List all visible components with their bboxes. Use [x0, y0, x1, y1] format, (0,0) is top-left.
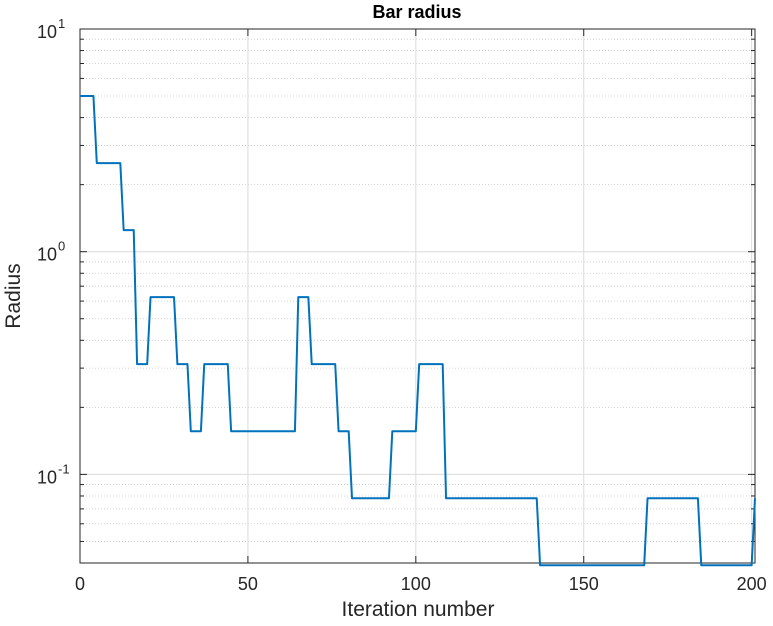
y-tick-label: 10 — [37, 245, 57, 265]
x-tick-label: 100 — [401, 574, 431, 594]
x-axis-label: Iteration number — [342, 598, 495, 621]
series — [80, 95, 756, 567]
y-tick-label: 10 — [37, 467, 57, 487]
y-tick-label-exponent: 0 — [58, 239, 65, 254]
radius-series-line — [80, 95, 756, 567]
y-axis-label: Radius — [2, 263, 25, 328]
y-tick-label-exponent: 1 — [58, 16, 65, 31]
y-tick-label: 10 — [37, 22, 57, 42]
y-tick-label-exponent: -1 — [58, 461, 70, 476]
x-tick-label: 0 — [75, 574, 85, 594]
tick-labels: 10 -110 010 10 50 100 150 200 — [37, 16, 767, 594]
grid — [80, 29, 755, 563]
x-tick-label: 200 — [737, 574, 767, 594]
x-tick-label: 50 — [238, 574, 258, 594]
x-tick-label: 150 — [569, 574, 599, 594]
chart-title: Bar radius — [372, 2, 461, 22]
axis-ticks — [79, 28, 755, 563]
plot-area-frame — [79, 28, 756, 564]
